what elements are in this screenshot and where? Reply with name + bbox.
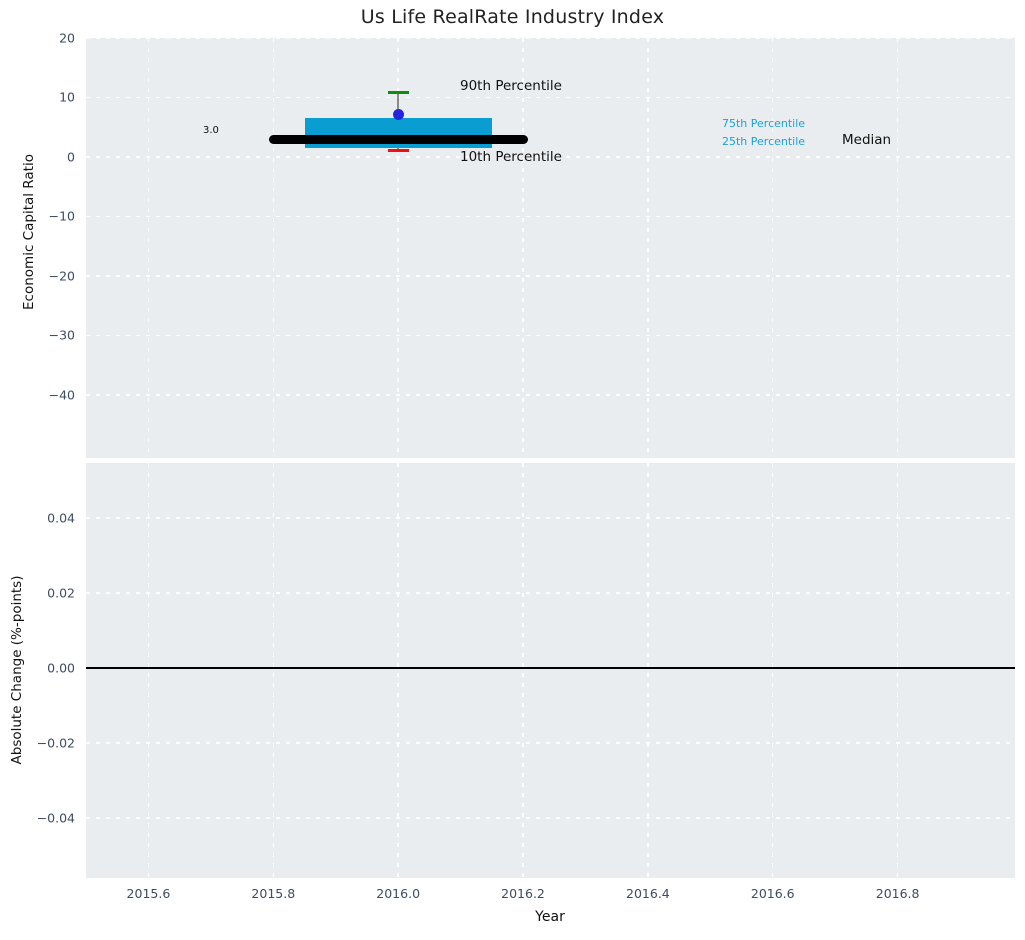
gridline-x xyxy=(522,38,524,458)
gridline-y xyxy=(86,817,1015,819)
x-tick-label: 2016.4 xyxy=(626,886,670,901)
gridline-y xyxy=(86,275,1015,277)
p75-annotation: 75th Percentile xyxy=(722,117,806,130)
x-tick-label: 2015.6 xyxy=(126,886,171,901)
x-tick-label: 2016.8 xyxy=(875,886,920,901)
y-tick-label: 10 xyxy=(59,89,75,105)
y-tick-label: 0.02 xyxy=(47,585,75,601)
company-marker xyxy=(392,109,404,121)
y-tick-label: 0.04 xyxy=(47,510,75,526)
gridline-y xyxy=(86,517,1015,519)
p25-annotation: 25th Percentile xyxy=(722,135,806,148)
chart-title: Us Life RealRate Industry Index xyxy=(360,6,665,28)
median-value-annotation: 3.0 xyxy=(203,125,219,136)
y-tick-label: −40 xyxy=(48,387,75,403)
y-tick-label: −0.02 xyxy=(36,735,75,751)
gridline-x xyxy=(272,463,274,878)
gridline-x xyxy=(647,463,649,878)
gridline-y xyxy=(86,334,1015,337)
gridline-y xyxy=(86,96,1015,99)
x-tick-label: 2015.8 xyxy=(251,886,296,901)
x-tick-label: 2016.6 xyxy=(750,886,795,901)
bottom-plot-area xyxy=(86,463,1015,878)
p10-annotation: 10th Percentile xyxy=(460,149,562,165)
gridline-y xyxy=(86,592,1015,594)
gridline-y xyxy=(86,156,1015,158)
gridline-y xyxy=(86,215,1015,218)
y-tick-label: −0.04 xyxy=(36,810,75,826)
y-axis-label-top: Economic Capital Ratio xyxy=(21,154,37,310)
gridline-x xyxy=(896,38,899,458)
gridline-x xyxy=(147,463,150,878)
gridline-y xyxy=(86,38,1015,39)
y-tick-label: −20 xyxy=(48,268,75,284)
x-tick-label: 2016.0 xyxy=(376,886,421,901)
y-tick-label: −30 xyxy=(48,327,75,343)
gridline-y xyxy=(86,742,1015,744)
whisker-cap-90 xyxy=(387,91,409,95)
whisker-cap-10 xyxy=(387,148,409,152)
y-tick-label: 0.00 xyxy=(47,660,75,676)
gridline-x xyxy=(522,463,524,878)
gridline-x xyxy=(896,463,899,878)
median-line xyxy=(268,134,528,144)
y-tick-label: −10 xyxy=(48,208,75,224)
gridline-x xyxy=(272,38,274,458)
gridline-x xyxy=(772,463,774,878)
y-tick-label: 0 xyxy=(67,149,75,165)
gridline-y xyxy=(86,394,1015,396)
gridline-x xyxy=(397,463,399,878)
x-axis-label: Year xyxy=(535,909,565,925)
gridline-x xyxy=(647,38,649,458)
zero-line xyxy=(86,667,1015,669)
gridline-x xyxy=(397,38,399,458)
x-tick-label: 2016.2 xyxy=(501,886,545,901)
gridline-x xyxy=(147,38,150,458)
y-tick-label: 20 xyxy=(59,30,75,46)
p90-annotation: 90th Percentile xyxy=(460,78,562,94)
gridline-x xyxy=(772,38,774,458)
top-plot-area xyxy=(86,38,1015,458)
median-annotation: Median xyxy=(842,132,892,148)
